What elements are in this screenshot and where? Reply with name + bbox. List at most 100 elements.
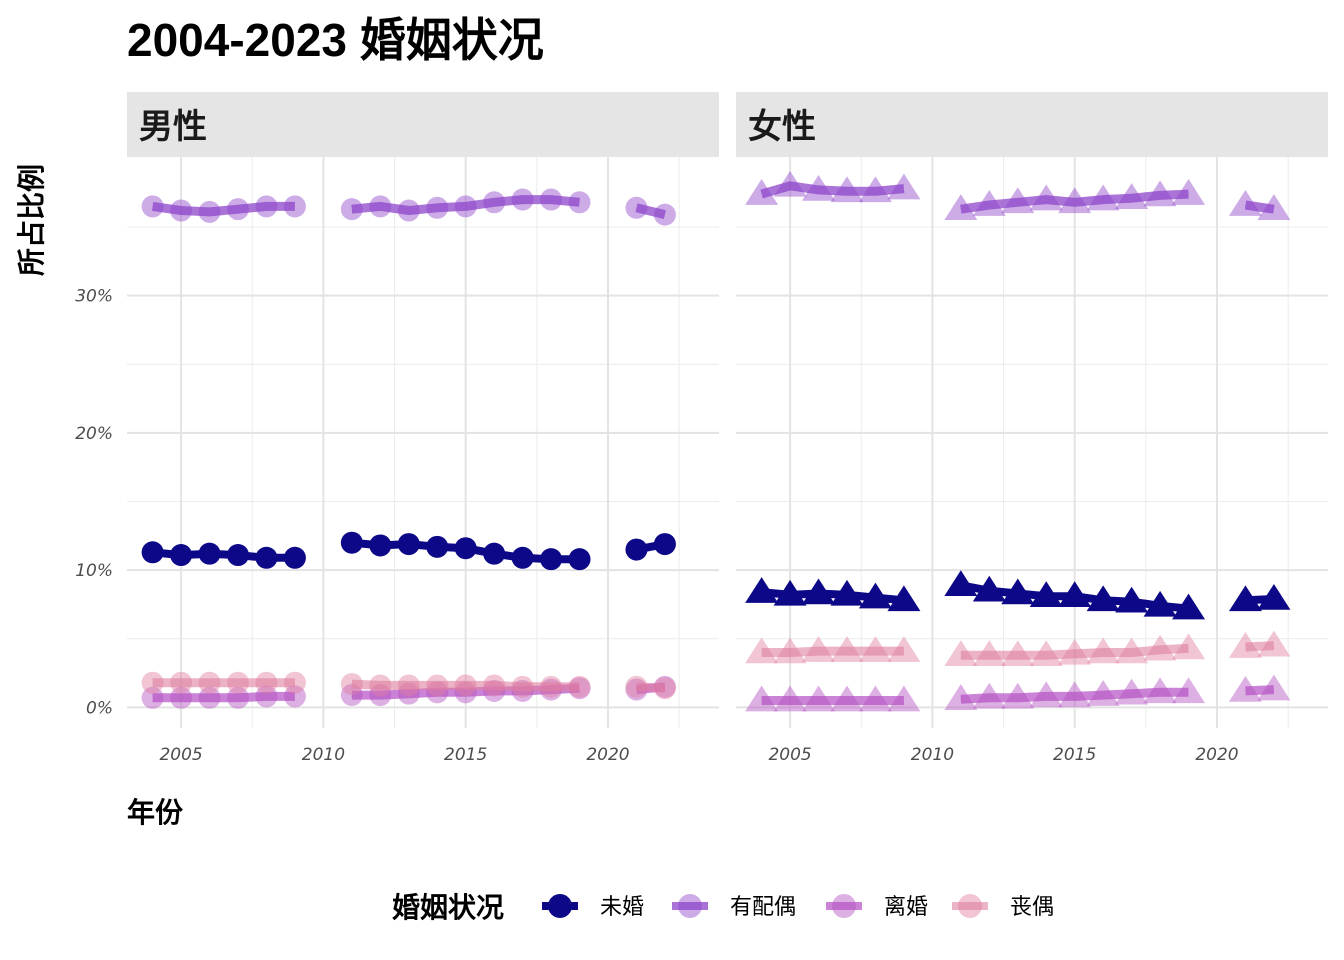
legend-key-marker — [678, 894, 702, 918]
series-line — [1245, 641, 1275, 652]
data-point — [568, 675, 591, 698]
data-point — [1115, 678, 1149, 705]
legend: 婚姻状况 未婚 有配偶 离婚 丧偶 — [392, 892, 1054, 923]
data-point — [653, 203, 676, 226]
data-point — [858, 636, 892, 662]
data-point — [830, 579, 864, 606]
data-point — [1115, 586, 1149, 613]
x-tick-label: 2020 — [586, 745, 629, 765]
x-tick-label: 2005 — [768, 745, 811, 765]
data-point — [141, 686, 164, 709]
data-point — [170, 544, 193, 567]
data-point — [858, 582, 892, 609]
data-point — [568, 191, 591, 214]
series-0 — [745, 570, 1291, 620]
data-point — [745, 179, 779, 205]
data-point — [830, 176, 864, 203]
data-point — [255, 195, 278, 218]
grid — [736, 157, 1328, 728]
data-point — [1029, 581, 1063, 608]
data-point — [483, 191, 506, 214]
data-point — [454, 195, 477, 218]
data-point — [1029, 184, 1063, 211]
facet-strip — [736, 92, 1328, 157]
data-point — [227, 671, 249, 694]
data-point — [1086, 637, 1120, 664]
data-point — [1115, 183, 1149, 209]
data-point — [426, 674, 449, 697]
data-point — [198, 200, 221, 223]
data-point — [1228, 632, 1262, 658]
data-point — [1228, 675, 1262, 702]
data-point — [802, 636, 836, 662]
data-point — [340, 684, 363, 707]
data-point — [511, 546, 534, 569]
data-point — [369, 674, 392, 697]
data-point — [540, 548, 563, 571]
data-point — [568, 548, 591, 571]
facet-strip-label: 女性 — [748, 107, 816, 146]
facet-strip-label: 男性 — [139, 108, 207, 146]
data-point — [972, 640, 1006, 667]
x-tick-label: 2015 — [444, 745, 487, 765]
data-point — [1115, 637, 1149, 664]
data-point — [283, 685, 306, 708]
data-point — [255, 671, 278, 694]
data-point — [1086, 585, 1120, 612]
data-point — [1001, 578, 1035, 605]
series-line — [635, 203, 666, 219]
data-point — [1257, 630, 1291, 657]
data-point — [454, 674, 477, 697]
data-point — [1228, 190, 1262, 216]
legend-title: 婚姻状况 — [392, 892, 504, 923]
data-point — [625, 675, 648, 698]
facet-panels: 男性 2005 2010 2015 2020 0% 10% 20% 30% 女性 2005 2010 2… — [75, 92, 1328, 765]
series-line — [960, 189, 1189, 214]
data-point — [283, 195, 306, 218]
data-point — [773, 685, 807, 712]
legend-key-marker — [832, 894, 856, 918]
y-tick-label: 0% — [86, 698, 113, 718]
data-point — [1172, 593, 1206, 620]
data-point — [745, 685, 779, 712]
y-tick-label: 20% — [75, 424, 113, 444]
y-tick-label: 30% — [75, 287, 113, 307]
y-axis-title: 所占比例 — [16, 164, 47, 276]
series-line — [960, 643, 1189, 660]
data-point — [540, 188, 563, 211]
data-point — [1029, 640, 1063, 667]
series-0 — [141, 531, 676, 571]
x-tick-label: 2015 — [1053, 745, 1096, 765]
data-point — [887, 173, 921, 200]
data-point — [511, 675, 534, 698]
data-point — [141, 541, 164, 564]
data-point — [227, 686, 249, 709]
data-point — [1058, 581, 1092, 608]
data-point — [653, 677, 676, 700]
data-point — [1143, 634, 1177, 661]
data-point — [340, 198, 363, 221]
legend-key-marker — [958, 894, 982, 918]
series-line — [1245, 685, 1275, 696]
data-point — [340, 673, 363, 696]
data-point — [1086, 184, 1120, 211]
data-point — [858, 176, 892, 203]
data-point — [745, 637, 779, 664]
data-point — [1001, 640, 1035, 667]
data-point — [830, 685, 864, 712]
data-point — [944, 570, 978, 597]
series-3 — [745, 630, 1291, 667]
data-point — [972, 682, 1006, 709]
legend-item: 未婚 — [542, 894, 644, 920]
series-line — [152, 691, 295, 703]
data-point — [198, 671, 221, 694]
data-point — [1001, 682, 1035, 709]
panel-0: 男性 2005 2010 2015 2020 0% 10% 20% 30% — [75, 92, 719, 765]
data-point — [1257, 583, 1291, 610]
series-1 — [141, 188, 676, 226]
legend-item: 有配偶 — [672, 894, 796, 920]
series-line — [760, 181, 905, 199]
data-point — [625, 196, 648, 219]
series-3 — [141, 671, 676, 700]
data-point — [369, 195, 392, 218]
